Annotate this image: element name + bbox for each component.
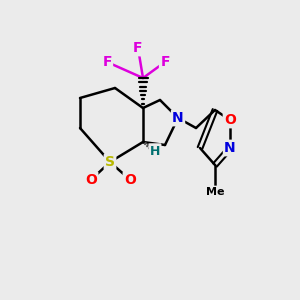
Text: F: F (160, 55, 170, 69)
Text: F: F (133, 41, 143, 55)
Text: F: F (102, 55, 112, 69)
Text: O: O (85, 173, 97, 187)
Text: O: O (124, 173, 136, 187)
Text: N: N (172, 111, 184, 125)
Text: O: O (224, 113, 236, 127)
Text: S: S (105, 155, 115, 169)
Text: H: H (150, 145, 160, 158)
Text: Me: Me (206, 187, 224, 197)
Text: N: N (224, 141, 236, 155)
